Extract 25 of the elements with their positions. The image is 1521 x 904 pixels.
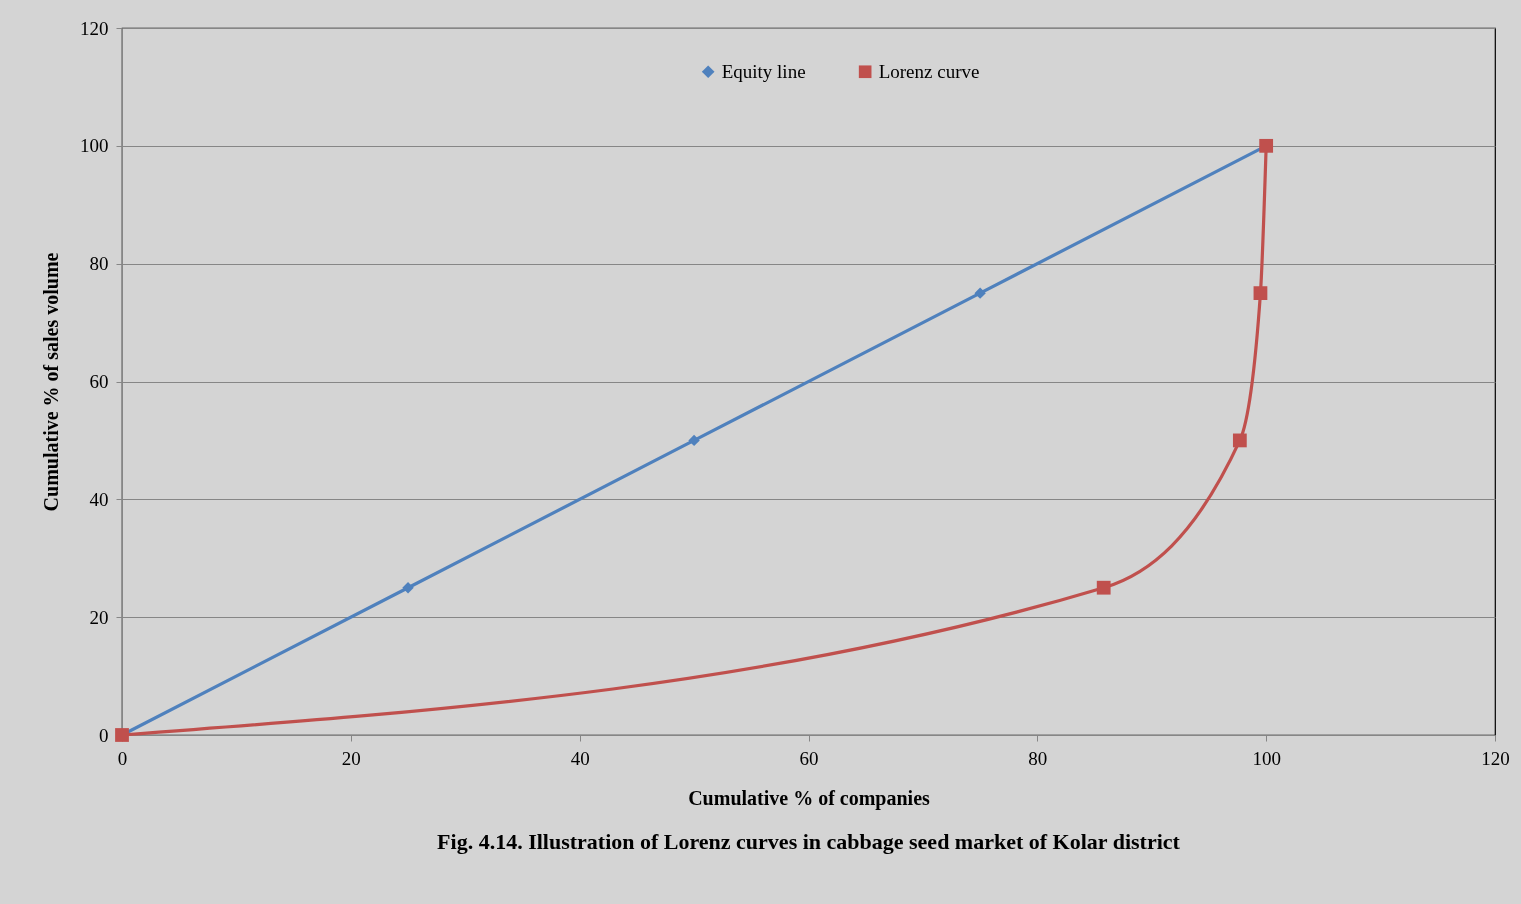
point [1253, 286, 1268, 301]
y-axis-title: Cumulative % of sales volume [40, 252, 62, 512]
point [974, 287, 986, 299]
y-tick-label: 0 [99, 724, 109, 746]
y-tick-label: 40 [89, 488, 109, 510]
point [1232, 433, 1247, 448]
y-tick-label: 80 [89, 253, 109, 275]
x-tick-label: 120 [1481, 747, 1510, 769]
x-tick-label: 100 [1252, 747, 1281, 769]
y-tick-label: 100 [80, 135, 109, 157]
x-tick-label: 60 [799, 747, 819, 769]
text: Fig. 4.14. Illustration of Lorenz curves in cabbage seed market of Kolar district [437, 829, 1181, 854]
point [688, 434, 700, 447]
y-tick-label: 20 [89, 606, 109, 628]
x-tick-label: 40 [570, 747, 590, 769]
y-tick-label: 120 [80, 17, 109, 39]
legend-label: Equity line [721, 60, 806, 82]
y-tick-label: 60 [89, 371, 109, 392]
legend-label: Lorenz curve [878, 60, 980, 82]
x-tick-label: 0 [117, 747, 128, 769]
point [402, 582, 414, 594]
x-tick-label: 80 [1028, 747, 1048, 769]
x-axis-title: Cumulative % of companies [688, 786, 931, 810]
point [1096, 580, 1111, 595]
x-tick-label: 20 [341, 747, 361, 769]
